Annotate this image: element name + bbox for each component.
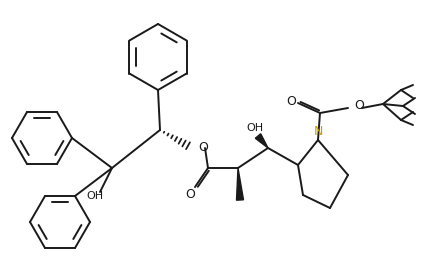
Text: O: O [198, 140, 208, 154]
Polygon shape [255, 134, 268, 148]
Polygon shape [236, 168, 244, 200]
Text: O: O [354, 98, 364, 112]
Text: N: N [313, 125, 323, 138]
Text: OH: OH [86, 191, 104, 201]
Text: O: O [286, 95, 296, 107]
Text: O: O [185, 189, 195, 202]
Text: OH: OH [246, 123, 264, 133]
